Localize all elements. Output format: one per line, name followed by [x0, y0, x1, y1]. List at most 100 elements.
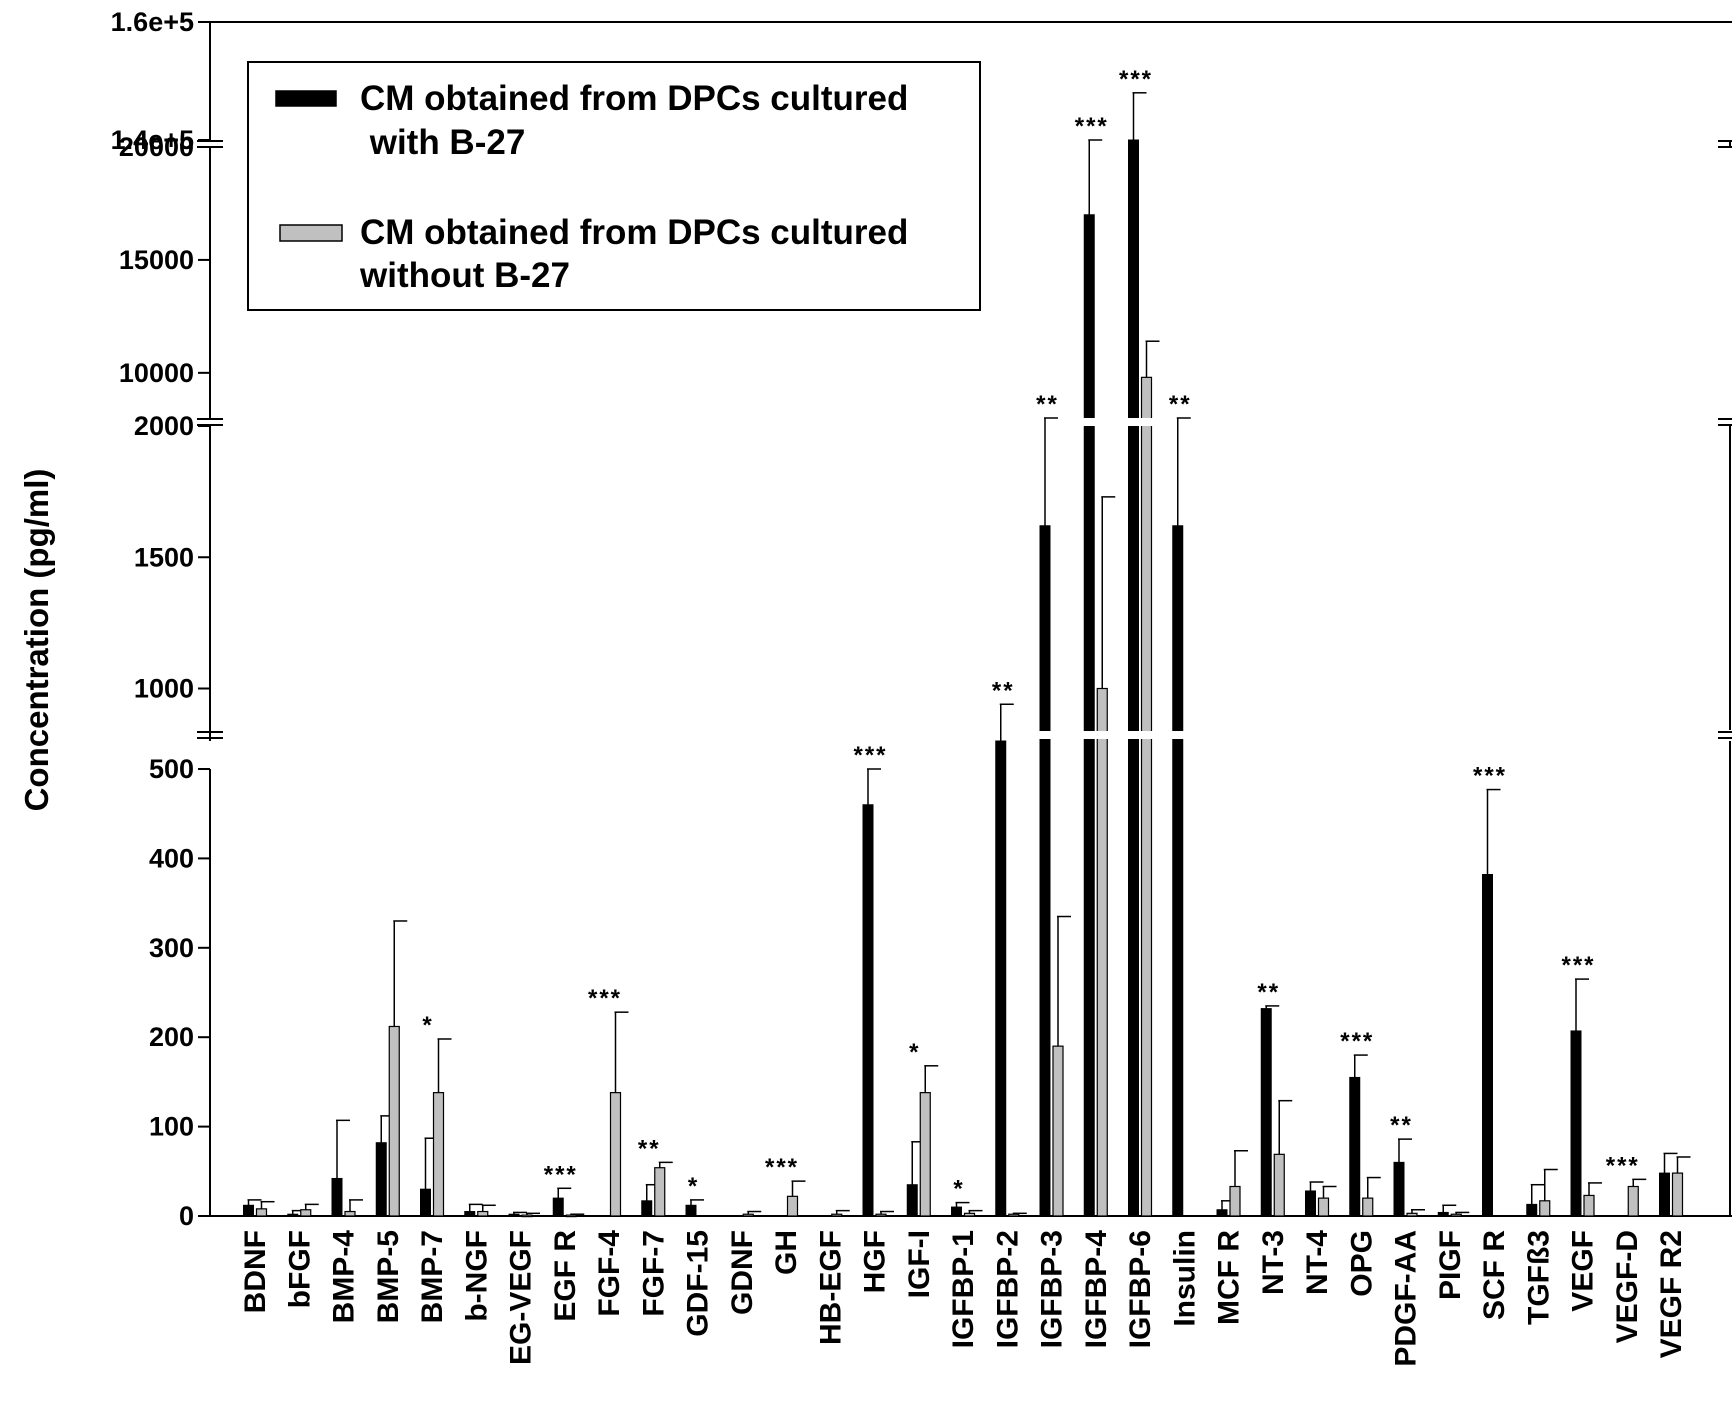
significance-label: **	[1036, 391, 1059, 418]
bar-with-b27	[1083, 214, 1095, 1217]
bar-without-b27	[1273, 1153, 1285, 1217]
bar-without-b27	[432, 1092, 445, 1217]
bar-with-b27	[1172, 525, 1184, 1217]
significance-label: **	[992, 677, 1015, 704]
bar-without-b27	[1317, 1197, 1330, 1217]
bar-without-b27	[1539, 1200, 1551, 1217]
category-label: FGF-7	[637, 1230, 670, 1317]
category-label: FGF-4	[593, 1230, 626, 1317]
significance-label: *	[422, 1012, 433, 1039]
bar-without-b27	[300, 1209, 312, 1217]
category-label: PDGF-AA	[1390, 1230, 1423, 1367]
bar-break-gap	[1096, 731, 1109, 739]
legend-box	[247, 61, 981, 311]
bar-without-b27	[255, 1208, 268, 1217]
bar-without-b27	[963, 1212, 976, 1217]
bar-with-b27	[1393, 1161, 1405, 1217]
bar-break-gap	[1039, 731, 1051, 739]
bar-without-b27	[875, 1213, 887, 1217]
legend-swatch-with-b27	[275, 90, 337, 107]
bar-without-b27	[1096, 687, 1108, 1217]
bar-with-b27	[1482, 873, 1493, 1217]
bar-with-b27	[331, 1177, 343, 1217]
significance-label: **	[1390, 1112, 1413, 1139]
category-label: HGF	[859, 1230, 892, 1293]
category-label: SCF R	[1478, 1230, 1511, 1320]
significance-label: ***	[765, 1154, 799, 1181]
category-label: IGFBP-6	[1124, 1230, 1157, 1348]
y-tick-label: 10000	[119, 358, 194, 388]
category-label: PIGF	[1434, 1230, 1467, 1300]
significance-label: **	[1169, 391, 1192, 418]
bar-break-gap	[1140, 418, 1153, 426]
bar-with-b27	[1216, 1209, 1228, 1217]
category-label: VEGF R2	[1655, 1230, 1688, 1358]
bar-without-b27	[919, 1092, 931, 1217]
y-tick-label: 500	[149, 754, 194, 784]
bar-with-b27	[641, 1200, 653, 1217]
category-label: NT-4	[1301, 1230, 1334, 1295]
significance-label: ***	[544, 1161, 578, 1188]
category-label: Insulin	[1168, 1230, 1201, 1327]
legend-label-without-b27-line1: CM obtained from DPCs cultured	[360, 213, 908, 252]
bar-with-b27	[1039, 525, 1051, 1217]
category-label: MCF R	[1213, 1230, 1246, 1325]
bar-without-b27	[1140, 376, 1153, 1217]
significance-label: ***	[1119, 66, 1153, 93]
bar-with-b27	[375, 1142, 387, 1217]
bars: ****************************************…	[243, 66, 1691, 1218]
bar-with-b27	[685, 1204, 697, 1217]
bar-without-b27	[1052, 1045, 1064, 1217]
y-tick-label: 0	[179, 1201, 194, 1231]
significance-label: *	[909, 1039, 920, 1066]
category-label: EG-VEGF	[505, 1230, 538, 1365]
category-label: BMP-7	[416, 1230, 449, 1323]
category-label: NT-3	[1257, 1230, 1290, 1295]
significance-label: ***	[588, 985, 622, 1012]
significance-label: ***	[853, 742, 887, 769]
y-tick-label: 100	[149, 1112, 194, 1142]
legend-label-without-b27-line2: without B-27	[359, 256, 570, 295]
bar-with-b27	[1659, 1172, 1670, 1217]
bar-without-b27	[477, 1210, 489, 1217]
bar-with-b27	[1305, 1190, 1316, 1217]
bar-with-b27	[1260, 1008, 1272, 1217]
category-label: GDF-15	[682, 1230, 715, 1337]
category-label: VEGF-D	[1611, 1230, 1644, 1343]
y-axis-title: Concentration (pg/ml)	[18, 469, 55, 812]
bar-break-gap	[1140, 731, 1153, 739]
category-label: TGFß3	[1522, 1230, 1555, 1325]
bar-without-b27	[1406, 1212, 1418, 1217]
significance-label: **	[1257, 979, 1280, 1006]
category-label: VEGF	[1567, 1230, 1600, 1312]
y-tick-label: 2000	[134, 411, 194, 441]
category-labels: BDNF bFGF BMP-4 BMP-5 BMP-7 b-NGF EG-VEGF EGF R…	[239, 1230, 1688, 1367]
category-label: HB-EGF	[814, 1230, 847, 1345]
bar-without-b27	[786, 1195, 799, 1217]
bar-without-b27	[344, 1210, 356, 1217]
significance-label: ***	[1561, 952, 1595, 979]
category-label: bFGF	[283, 1230, 316, 1308]
bar-with-b27	[1128, 139, 1139, 1217]
y-tick-label: 200	[149, 1022, 194, 1052]
bar-without-b27	[654, 1167, 666, 1217]
bar-with-b27	[1570, 1030, 1582, 1217]
category-label: BMP-4	[328, 1230, 361, 1324]
bar-break-gap	[1127, 418, 1140, 426]
legend-swatch-without-b27	[279, 224, 343, 242]
bar-break-gap	[1083, 418, 1096, 426]
y-tick-label: 1.4e+5	[111, 125, 194, 155]
bar-with-b27	[1349, 1076, 1361, 1217]
bar-without-b27	[1583, 1194, 1595, 1217]
y-tick-label: 1500	[134, 542, 194, 572]
bar-without-b27	[1450, 1213, 1462, 1217]
y-tick-label: 400	[149, 843, 194, 873]
significance-label: ***	[1606, 1152, 1640, 1179]
bar-with-b27	[287, 1213, 299, 1217]
category-label: IGFBP-2	[991, 1230, 1024, 1348]
bar-without-b27	[742, 1213, 754, 1217]
significance-label: ***	[1075, 113, 1109, 140]
legend: CM obtained from DPCs cultured with B-27…	[247, 61, 981, 311]
significance-label: *	[688, 1173, 699, 1200]
